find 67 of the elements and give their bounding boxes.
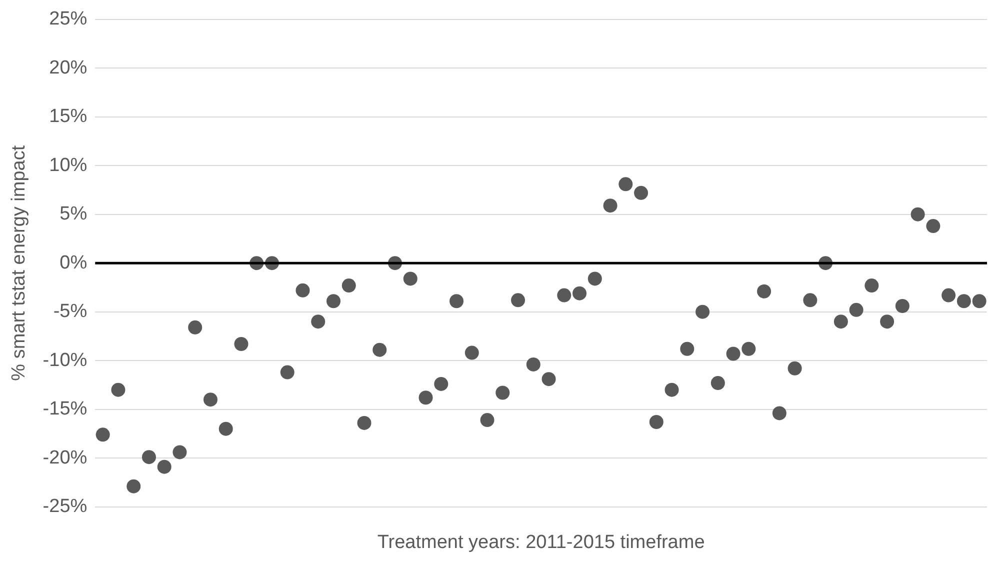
point (649, 414, 664, 429)
point (434, 376, 448, 391)
point (634, 186, 648, 200)
point (880, 314, 894, 329)
y-tick-label: 5% (60, 204, 88, 225)
point (403, 272, 418, 286)
point (372, 342, 387, 357)
point (910, 207, 925, 222)
point (588, 272, 602, 286)
point (480, 413, 494, 428)
point (203, 392, 218, 407)
point (864, 278, 879, 293)
y-tick-label: -15% (42, 398, 88, 420)
point (126, 479, 141, 494)
point (603, 198, 618, 213)
point (742, 342, 756, 356)
point (511, 293, 526, 308)
point (726, 346, 740, 361)
y-tick-label: 0% (60, 252, 88, 274)
point (664, 382, 679, 397)
point (895, 298, 910, 313)
y-tick-label: -25% (42, 496, 88, 518)
point (972, 294, 986, 308)
point (710, 376, 725, 390)
point (788, 361, 802, 376)
point (680, 342, 694, 356)
y-tick-label: -5% (53, 301, 88, 322)
point (618, 177, 633, 192)
y-tick-label: 25% (49, 8, 88, 30)
point (496, 386, 510, 400)
point (834, 314, 848, 329)
y-tick-label: -20% (42, 447, 88, 468)
point (464, 346, 479, 360)
point (357, 416, 372, 430)
point (142, 450, 156, 464)
y-axis-title: % smart tstat energy impact (8, 144, 30, 381)
y-tick-label: 10% (49, 154, 88, 176)
y-tick-label: -10% (42, 350, 88, 371)
point (234, 337, 248, 352)
point (96, 428, 110, 442)
point (218, 422, 233, 436)
point (280, 365, 294, 380)
point (418, 390, 433, 405)
x-axis-title: Treatment years: 2011-2015 timeframe (377, 532, 705, 553)
point (450, 294, 464, 308)
point (757, 284, 772, 298)
point (188, 320, 202, 334)
point (849, 302, 864, 317)
point (296, 283, 310, 298)
point (557, 288, 572, 302)
point (157, 460, 172, 474)
y-tick-label: 20% (49, 57, 88, 78)
point (542, 372, 556, 386)
point (803, 293, 818, 308)
point (526, 357, 540, 372)
point (696, 304, 710, 319)
point (311, 314, 326, 329)
point (342, 278, 356, 293)
point (326, 294, 340, 308)
point (926, 219, 940, 234)
point (172, 445, 187, 460)
point (772, 406, 786, 420)
point (111, 382, 126, 397)
point (942, 288, 956, 302)
y-tick-label: 15% (49, 106, 88, 128)
point (956, 294, 971, 308)
point (572, 286, 587, 300)
